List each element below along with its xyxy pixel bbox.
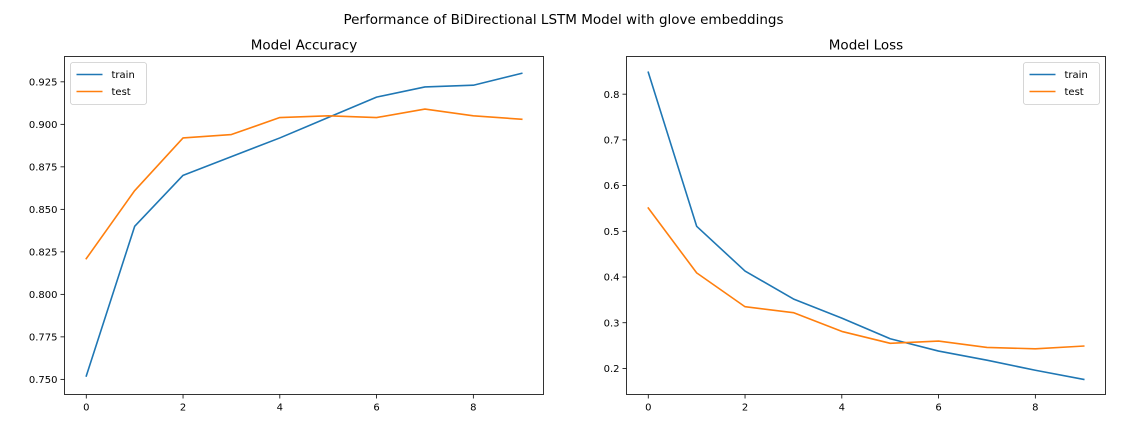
legend: train test	[1023, 62, 1100, 105]
y-tick-label: 0.5	[604, 227, 620, 238]
x-tick-label: 0	[645, 403, 651, 414]
legend-label-test: test	[1065, 87, 1084, 98]
legend-label-train: train	[112, 70, 135, 81]
legend-label-test: test	[112, 87, 131, 98]
y-tick-label: 0.7	[604, 135, 620, 146]
y-tick-label: 0.8	[604, 90, 620, 101]
legend-box	[1023, 62, 1100, 105]
y-tick-label: 0.825	[29, 247, 58, 258]
series-line-test	[85, 108, 523, 260]
x-tick-label: 4	[839, 403, 845, 414]
y-tick-label: 0.6	[604, 181, 620, 192]
accuracy-chart: Model Accuracy 0 2 4 6 8 0.750 0.775 0.800 0.825 0…	[29, 38, 544, 414]
series-line-test	[647, 206, 1085, 350]
x-tick-label: 8	[1032, 403, 1038, 414]
y-tick-label: 0.850	[29, 205, 58, 216]
x-tick-label: 6	[935, 403, 941, 414]
chart-title: Model Loss	[829, 38, 903, 54]
series-line-train	[647, 71, 1085, 381]
y-tick-label: 0.4	[604, 273, 620, 284]
x-tick-label: 4	[277, 403, 283, 414]
figure-suptitle: Performance of BiDirectional LSTM Model …	[343, 12, 783, 28]
chart-title: Model Accuracy	[251, 38, 357, 54]
x-tick-label: 2	[180, 403, 186, 414]
x-tick-label: 6	[373, 403, 379, 414]
loss-chart: Model Loss 0 2 4 6 8 0.2 0.3 0.4 0.5 0.6 0.7 0.8 trai…	[604, 38, 1106, 414]
y-tick-label: 0.3	[604, 318, 620, 329]
y-tick-label: 0.2	[604, 364, 620, 375]
x-tick-label: 8	[470, 403, 476, 414]
axes-frame	[64, 56, 544, 395]
x-tick-label: 0	[83, 403, 89, 414]
y-tick-label: 0.925	[29, 77, 58, 88]
y-tick-label: 0.875	[29, 162, 58, 173]
x-tick-label: 2	[742, 403, 748, 414]
axes-frame	[626, 56, 1106, 395]
y-tick-label: 0.750	[29, 375, 58, 386]
legend: train test	[70, 62, 147, 105]
y-tick-label: 0.800	[29, 290, 58, 301]
legend-box	[70, 62, 147, 105]
y-tick-label: 0.900	[29, 120, 58, 131]
series-line-train	[85, 72, 523, 377]
legend-label-train: train	[1065, 70, 1088, 81]
y-tick-label: 0.775	[29, 332, 58, 343]
